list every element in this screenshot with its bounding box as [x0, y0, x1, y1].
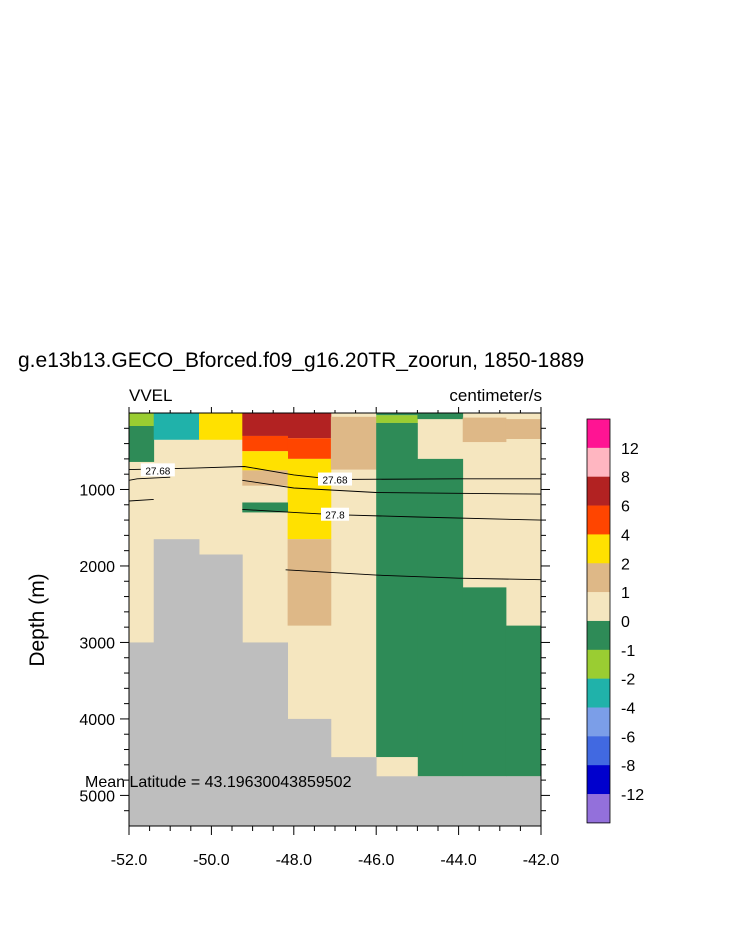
heatmap-cell	[505, 625, 542, 777]
contour-label: 27.8	[325, 511, 345, 522]
heatmap-cell	[199, 413, 243, 440]
y-axis-label: Depth (m)	[26, 573, 49, 666]
contour-label: 27.68	[145, 466, 170, 477]
land-mask	[153, 539, 200, 826]
heatmap-cell	[417, 413, 464, 420]
colorbar-label: -12	[621, 787, 644, 804]
x-tick-label: -46.0	[358, 852, 395, 869]
contour-line	[242, 479, 542, 495]
contour-line	[128, 466, 541, 480]
land-mask	[199, 554, 243, 826]
axis-ticks: -52.0 -50.0 -48.0 -46.0 -44.0 -42.0 1000 2000 30…	[79, 407, 559, 869]
land-mask	[376, 776, 542, 826]
heatmap-cell	[287, 438, 332, 459]
chart-title: g.e13b13.GECO_Bforced.f09_g16.20TR_zooru…	[18, 349, 584, 372]
heatmap-cell	[242, 451, 289, 471]
colorbar-label: 6	[621, 499, 630, 516]
heatmap-cell	[376, 422, 418, 758]
heatmap-cell	[376, 413, 418, 416]
x-tick-label: -44.0	[440, 852, 477, 869]
heatmap-cell	[462, 587, 507, 777]
colorbar-label: -2	[621, 672, 635, 689]
colorbar-swatch	[587, 620, 610, 651]
colorbar-swatch	[587, 534, 610, 564]
colorbar-swatch	[587, 563, 610, 593]
density-contours: 27.68 27.68 27.8	[128, 463, 542, 581]
colorbar-label: -6	[621, 729, 635, 746]
colorbar-label: 12	[621, 441, 639, 458]
x-tick-label: -50.0	[193, 852, 230, 869]
heatmap-cell	[242, 413, 289, 436]
colorbar-swatch	[587, 794, 610, 824]
heatmap-cell	[376, 757, 418, 777]
x-tick-label: -42.0	[523, 852, 560, 869]
heatmap-cell	[242, 502, 289, 513]
colorbar-label: 1	[621, 585, 630, 602]
mean-latitude-note: Mean Latitude = 43.19630043859502	[85, 774, 352, 791]
colorbar-label: -4	[621, 701, 635, 718]
colorbar-swatch	[587, 707, 610, 737]
colorbar-swatch	[587, 649, 610, 679]
contour-line	[285, 569, 542, 581]
y-tick-label: 1000	[79, 482, 115, 499]
land-mask	[330, 757, 377, 826]
heatmap-cell	[505, 419, 542, 440]
heatmap-cell	[287, 458, 332, 540]
colorbar-label: 8	[621, 470, 630, 487]
colorbar-swatch	[587, 476, 610, 506]
colorbar-swatch	[587, 765, 610, 795]
heatmap-cell	[287, 539, 332, 626]
colorbar-frame	[586, 418, 611, 824]
contour-label: 27.68	[322, 476, 347, 487]
y-tick-label: 5000	[79, 788, 115, 805]
left-subtitle: VVEL	[129, 386, 172, 405]
heatmap-cell	[129, 426, 155, 462]
y-tick-label: 2000	[79, 559, 115, 576]
contour-label-bg	[318, 472, 352, 486]
heatmap-cell	[417, 458, 464, 777]
colorbar-label: 0	[621, 614, 630, 631]
y-tick-label: 4000	[79, 712, 115, 729]
contour-line	[128, 476, 171, 481]
heatmap-cell	[462, 417, 507, 443]
bathymetry	[129, 539, 542, 826]
heatmap-cell	[153, 413, 200, 440]
heatmap-cell	[129, 413, 155, 427]
x-tick-label: -48.0	[276, 852, 313, 869]
colorbar-swatch	[587, 419, 610, 449]
land-mask	[242, 642, 289, 826]
x-tick-label: -52.0	[111, 852, 148, 869]
y-tick-label: 3000	[79, 635, 115, 652]
contour-label-bg	[140, 463, 175, 477]
contour-line	[128, 498, 154, 502]
colorbar-swatch	[587, 447, 610, 477]
heatmap-cell	[330, 416, 377, 470]
heatmap-cell	[376, 415, 418, 423]
land-mask	[129, 642, 155, 826]
land-mask	[287, 718, 332, 826]
contour-label-bg	[321, 507, 349, 521]
right-subtitle: centimeter/s	[449, 386, 542, 405]
colorbar-label: -1	[621, 643, 635, 660]
colorbar-label: -8	[621, 758, 635, 775]
colorbar-swatch	[587, 736, 610, 766]
colorbar-label: 4	[621, 527, 630, 544]
colorbar-label: 2	[621, 556, 630, 573]
colorbar: 12 8 6 4 2 1 0 -1 -2 -4 -6 -8 -12	[586, 418, 644, 824]
colorbar-swatch	[587, 505, 610, 535]
colorbar-swatch	[587, 678, 610, 708]
heatmap-cell	[287, 413, 332, 439]
colorbar-swatch	[587, 592, 610, 622]
heatmap-cell	[242, 435, 289, 452]
plot-area: 27.68 27.68 27.8 -52.0 -50.0 -48.0 -46.0 -44.0…	[79, 407, 559, 869]
